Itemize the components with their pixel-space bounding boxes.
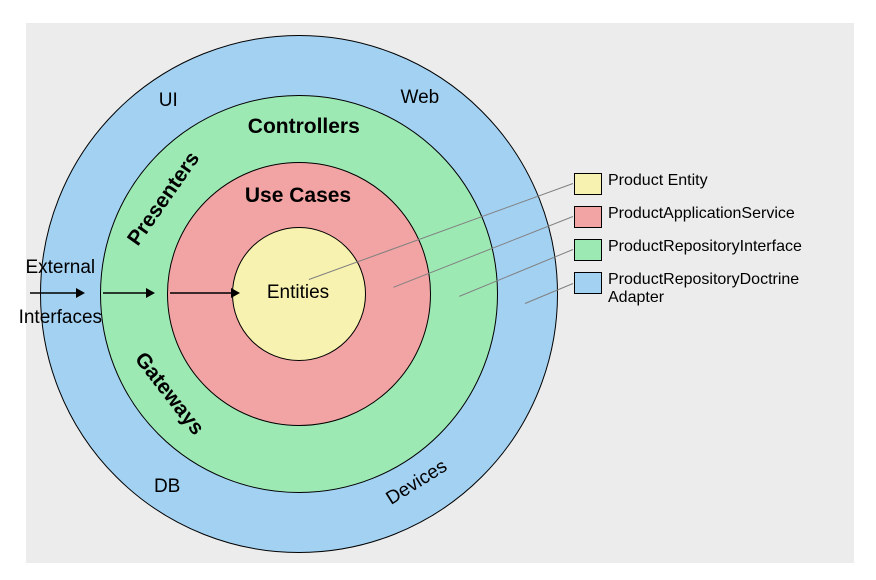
ring-label: Web xyxy=(401,87,440,109)
ring-label: Use Cases xyxy=(245,184,351,208)
ring-label: UI xyxy=(159,90,178,112)
ring-label: Controllers xyxy=(248,115,360,139)
clean-architecture-diagram: DevicesWebUIDBExternalInterfacesControll… xyxy=(0,0,876,580)
inward-arrow-segment xyxy=(30,293,94,302)
legend-swatch xyxy=(574,239,602,261)
legend-swatch xyxy=(574,272,602,294)
inward-arrow-segment xyxy=(170,293,249,302)
legend-label: ProductRepositoryDoctrine Adapter xyxy=(608,271,799,308)
ring-label: Interfaces xyxy=(19,307,102,329)
legend-swatch xyxy=(574,206,602,228)
legend-swatch xyxy=(574,173,602,195)
legend-label: ProductApplicationService xyxy=(608,205,795,223)
inward-arrow-segment xyxy=(103,293,164,302)
ring-label: DB xyxy=(154,476,180,498)
ring-label: External xyxy=(25,257,95,279)
legend-label: Product Entity xyxy=(608,172,708,190)
legend-label: ProductRepositoryInterface xyxy=(608,238,802,256)
ring-label: Entities xyxy=(267,282,329,304)
